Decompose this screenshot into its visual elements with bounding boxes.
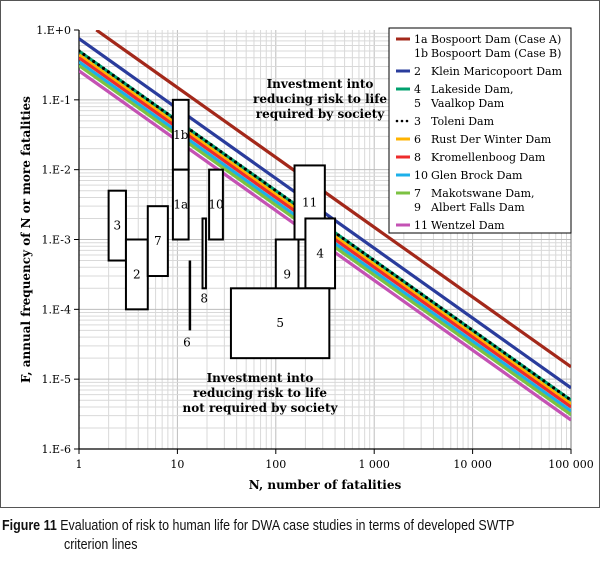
y-tick-label: 1.E+0: [36, 24, 71, 37]
legend-key: 11: [414, 219, 428, 232]
legend-key: 6: [414, 133, 421, 146]
legend: [388, 27, 572, 234]
y-tick-label: 1.E-6: [42, 443, 71, 456]
case-label-7: 7: [154, 234, 162, 248]
figure-caption: Figure 11 Evaluation of risk to human li…: [2, 516, 587, 537]
legend-label: Bospoort Dam (Case B): [431, 47, 561, 60]
case-label-11: 11: [302, 195, 317, 209]
case-label-3: 3: [113, 219, 121, 233]
legend-label: Toleni Dam: [431, 115, 495, 128]
legend-label: Bospoort Dam (Case A): [431, 33, 561, 46]
x-tick-label: 1 000: [358, 458, 390, 471]
case-box-8: [201, 217, 207, 290]
legend-key: 5: [414, 97, 421, 110]
case-box-7: [146, 205, 169, 278]
legend-key: 8: [414, 151, 421, 164]
case-label-8: 8: [200, 291, 208, 305]
legend-label: Wentzel Dam: [431, 219, 505, 232]
x-tick-label: 1: [76, 458, 83, 471]
case-label-9: 9: [283, 267, 291, 281]
case-label-2: 2: [133, 267, 141, 281]
x-axis-label: N, number of fatalities: [249, 478, 402, 492]
case-box-3: [107, 189, 127, 262]
fn-chart: 1 10 100 1 000 10 000 100 000 1.E+0 1.E-1 1.E-2 1…: [19, 24, 594, 492]
figure-frame: [0, 0, 600, 508]
x-tick-label: 100: [265, 458, 286, 471]
x-tick-label: 10: [170, 458, 184, 471]
y-tick-label: 1.E-5: [42, 373, 71, 386]
figure-label: Figure 11: [2, 518, 57, 534]
legend-key: 7: [414, 187, 421, 200]
region-annotation-1: Investment into: [267, 77, 374, 91]
case-label-10: 10: [208, 198, 223, 212]
criterion-line-3: [79, 49, 571, 402]
legend-label: Rust Der Winter Dam: [431, 133, 552, 146]
case-label-6: 6: [183, 335, 191, 349]
x-tick-label: 100 000: [548, 458, 594, 471]
case-box-1a: [171, 168, 190, 241]
x-tick-label: 10 000: [453, 458, 492, 471]
legend-label: Vaalkop Dam: [430, 97, 505, 110]
legend-label: Klein Maricopoort Dam: [431, 65, 563, 78]
legend-key: 2: [414, 65, 421, 78]
y-tick-label: 1.E-1: [42, 94, 71, 107]
region-annotation-2: reducing risk to life: [193, 386, 327, 400]
region-annotation-2: not required by society: [183, 401, 339, 415]
y-tick-label: 1.E-4: [42, 303, 71, 316]
region-annotation-1: reducing risk to life: [253, 92, 387, 106]
case-label-4: 4: [316, 246, 324, 260]
caption-text-line2: criterion lines: [64, 537, 138, 553]
legend-label: Glen Brock Dam: [431, 169, 523, 182]
legend-label: Makotswane Dam,: [431, 187, 535, 200]
legend-key: 1b: [414, 47, 428, 60]
legend-key: 10: [414, 169, 428, 182]
case-label-1a: 1a: [173, 198, 188, 212]
case-label-5: 5: [276, 316, 284, 330]
legend-key: 3: [414, 115, 421, 128]
case-box-5: [229, 287, 331, 360]
legend-label: Lakeside Dam,: [431, 83, 514, 96]
criterion-line-1a-1b: [95, 30, 571, 369]
region-annotation-2: Investment into: [207, 371, 314, 385]
y-tick-label: 1.E-3: [42, 234, 71, 247]
legend-key: 9: [414, 201, 421, 214]
y-axis-label: F, annual frequency of N or more fatalit…: [19, 96, 33, 383]
region-annotation-1: required by society: [256, 107, 386, 121]
legend-label: Albert Falls Dam: [430, 201, 525, 214]
case-label-1b: 1b: [173, 128, 189, 142]
caption-text-line1: Evaluation of risk to human life for DWA…: [60, 518, 515, 534]
legend-key: 4: [414, 83, 421, 96]
y-tick-label: 1.E-2: [42, 164, 71, 177]
case-box-10: [208, 168, 224, 241]
legend-label: Kromellenboog Dam: [431, 151, 546, 164]
legend-key: 1a: [414, 33, 428, 46]
